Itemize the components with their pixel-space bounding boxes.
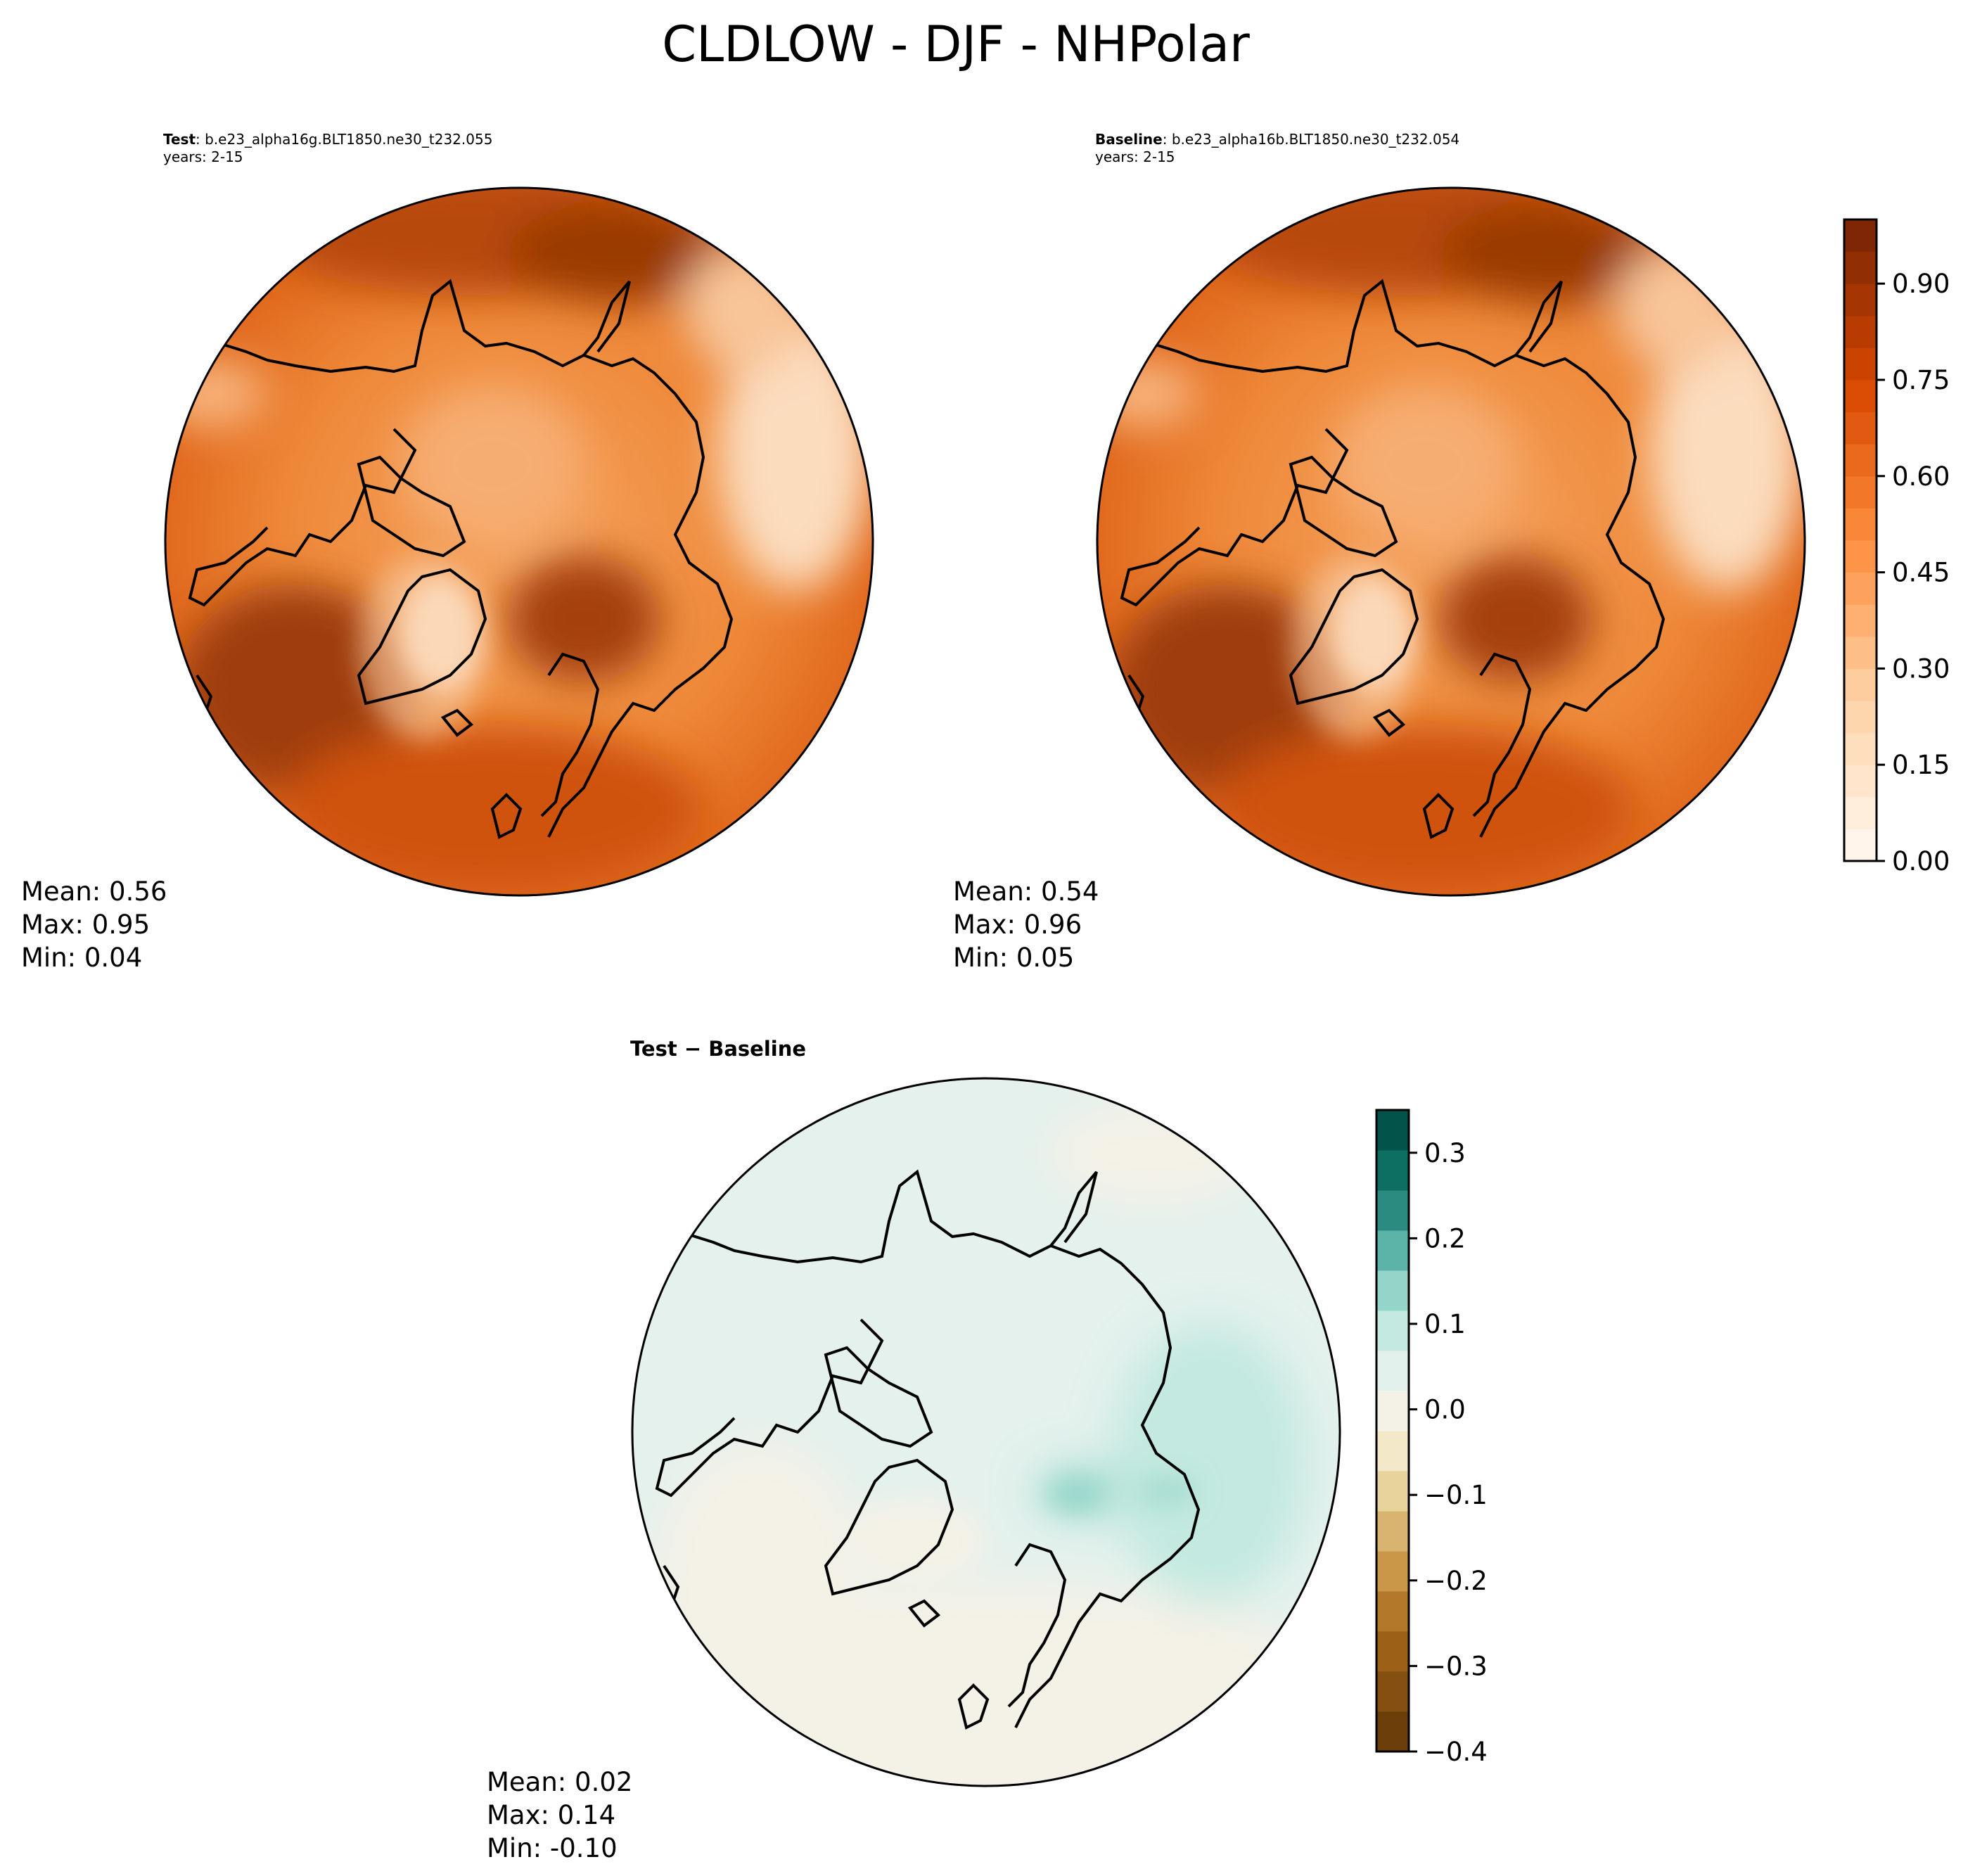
- colorbar-tick-label: −0.3: [1424, 1651, 1488, 1681]
- colorbar-segment: [1844, 732, 1877, 765]
- colorbar-segment: [1844, 701, 1877, 734]
- difference-max: Max: 0.14: [487, 1800, 616, 1830]
- difference-map: [631, 1077, 1341, 1787]
- figure-title: CLDLOW - DJF - NHPolar: [662, 15, 1250, 73]
- baseline-min: Min: 0.05: [953, 943, 1075, 973]
- colorbar-segment: [1376, 1631, 1409, 1672]
- colorbar-tick-label: 0.15: [1892, 750, 1950, 780]
- colorbar-segment: [1376, 1511, 1409, 1552]
- baseline-years: years: 2-15: [1095, 148, 1175, 165]
- colorbar-segment: [1376, 1270, 1409, 1311]
- colorbar-segment: [1844, 283, 1877, 317]
- colorbar-segment: [1844, 476, 1877, 509]
- test-years: years: 2-15: [163, 148, 243, 165]
- test-map: [164, 186, 874, 897]
- colorbar-segment: [1844, 380, 1877, 413]
- colorbar-segment: [1844, 347, 1877, 381]
- baseline-case: : b.e23_alpha16b.BLT1850.ne30_t232.054: [1162, 131, 1460, 148]
- difference-colorbar: −0.4 −0.3 −0.2 −0.1 0.0 0.1 0.2 0.3: [1375, 1109, 1488, 1767]
- colorbar-segment: [1376, 1551, 1409, 1592]
- colorbar-border: [1375, 1109, 1410, 1753]
- colorbar-segment: [1376, 1230, 1409, 1271]
- colorbar-segment: [1844, 411, 1877, 445]
- test-min: Min: 0.04: [21, 943, 143, 973]
- test-mean: Mean: 0.56: [21, 876, 167, 907]
- colorbar-segment: [1376, 1711, 1409, 1752]
- colorbar-segment: [1844, 636, 1877, 669]
- colorbar-tick-label: 0.30: [1892, 653, 1950, 684]
- colorbar-segment: [1844, 572, 1877, 605]
- colorbar-segment: [1844, 765, 1877, 798]
- colorbar-segment: [1844, 668, 1877, 701]
- colorbar-segment: [1844, 444, 1877, 477]
- colorbar-tick-label: 0.1: [1424, 1309, 1466, 1339]
- test-panel-title: Test: b.e23_alpha16g.BLT1850.ne30_t232.0…: [163, 131, 492, 166]
- difference-min: Min: -0.10: [487, 1833, 618, 1863]
- colorbar-segment: [1844, 796, 1877, 829]
- test-max: Max: 0.95: [21, 910, 151, 940]
- difference-mean: Mean: 0.02: [487, 1767, 633, 1797]
- baseline-map: [1096, 186, 1806, 897]
- colorbar-tick-label: 0.60: [1892, 461, 1950, 492]
- baseline-label: Baseline: [1095, 131, 1163, 148]
- colorbar-tick-label: 0.2: [1424, 1223, 1466, 1253]
- colorbar-segment: [1376, 1310, 1409, 1351]
- colorbar-segment: [1376, 1671, 1409, 1712]
- colorbar-segment: [1844, 219, 1877, 253]
- baseline-map-field: [1097, 188, 1805, 895]
- baseline-map-boundary: [1096, 186, 1806, 897]
- difference-map-boundary: [631, 1077, 1341, 1787]
- difference-stats: Mean: 0.02 Max: 0.14 Min: -0.10: [487, 1766, 632, 1865]
- colorbar-segment: [1376, 1110, 1409, 1151]
- main-colorbar: 0.00 0.15 0.30 0.45 0.60 0.75 0.90: [1843, 218, 1950, 876]
- difference-panel-title: Test − Baseline: [630, 1037, 807, 1061]
- colorbar-tick-label: 0.75: [1892, 365, 1950, 395]
- baseline-stats: Mean: 0.54 Max: 0.96 Min: 0.05: [953, 875, 1099, 974]
- colorbar-segment: [1844, 315, 1877, 348]
- colorbar-segment: [1376, 1351, 1409, 1391]
- baseline-mean: Mean: 0.54: [953, 876, 1099, 907]
- test-stats: Mean: 0.56 Max: 0.95 Min: 0.04: [21, 875, 167, 974]
- colorbar-segment: [1376, 1431, 1409, 1472]
- colorbar-segment: [1844, 604, 1877, 637]
- difference-map-field: [632, 1078, 1340, 1786]
- colorbar-tick-label: −0.2: [1424, 1566, 1488, 1596]
- colorbar-tick-label: 0.3: [1424, 1138, 1466, 1168]
- test-case: : b.e23_alpha16g.BLT1850.ne30_t232.055: [196, 131, 493, 148]
- colorbar-tick-label: 0.0: [1424, 1395, 1466, 1425]
- colorbar-tick-label: 0.90: [1892, 269, 1950, 299]
- colorbar-segment: [1844, 829, 1877, 862]
- colorbar-segment: [1844, 251, 1877, 284]
- colorbar-border: [1843, 218, 1878, 862]
- colorbar-segment: [1376, 1591, 1409, 1632]
- colorbar-segment: [1376, 1471, 1409, 1512]
- test-map-field: [165, 188, 873, 895]
- colorbar-tick-label: 0.45: [1892, 558, 1950, 588]
- baseline-max: Max: 0.96: [953, 910, 1082, 940]
- baseline-panel-title: Baseline: b.e23_alpha16b.BLT1850.ne30_t2…: [1095, 131, 1459, 166]
- colorbar-segment: [1844, 508, 1877, 541]
- colorbar-tick-label: −0.1: [1424, 1480, 1488, 1510]
- colorbar-segment: [1376, 1391, 1409, 1431]
- colorbar-segment: [1376, 1150, 1409, 1191]
- colorbar-tick-label: −0.4: [1424, 1737, 1488, 1767]
- colorbar-tick-label: 0.00: [1892, 846, 1950, 876]
- colorbar-segment: [1844, 540, 1877, 573]
- colorbar-segment: [1376, 1190, 1409, 1231]
- test-label: Test: [163, 131, 196, 148]
- test-map-boundary: [164, 186, 874, 897]
